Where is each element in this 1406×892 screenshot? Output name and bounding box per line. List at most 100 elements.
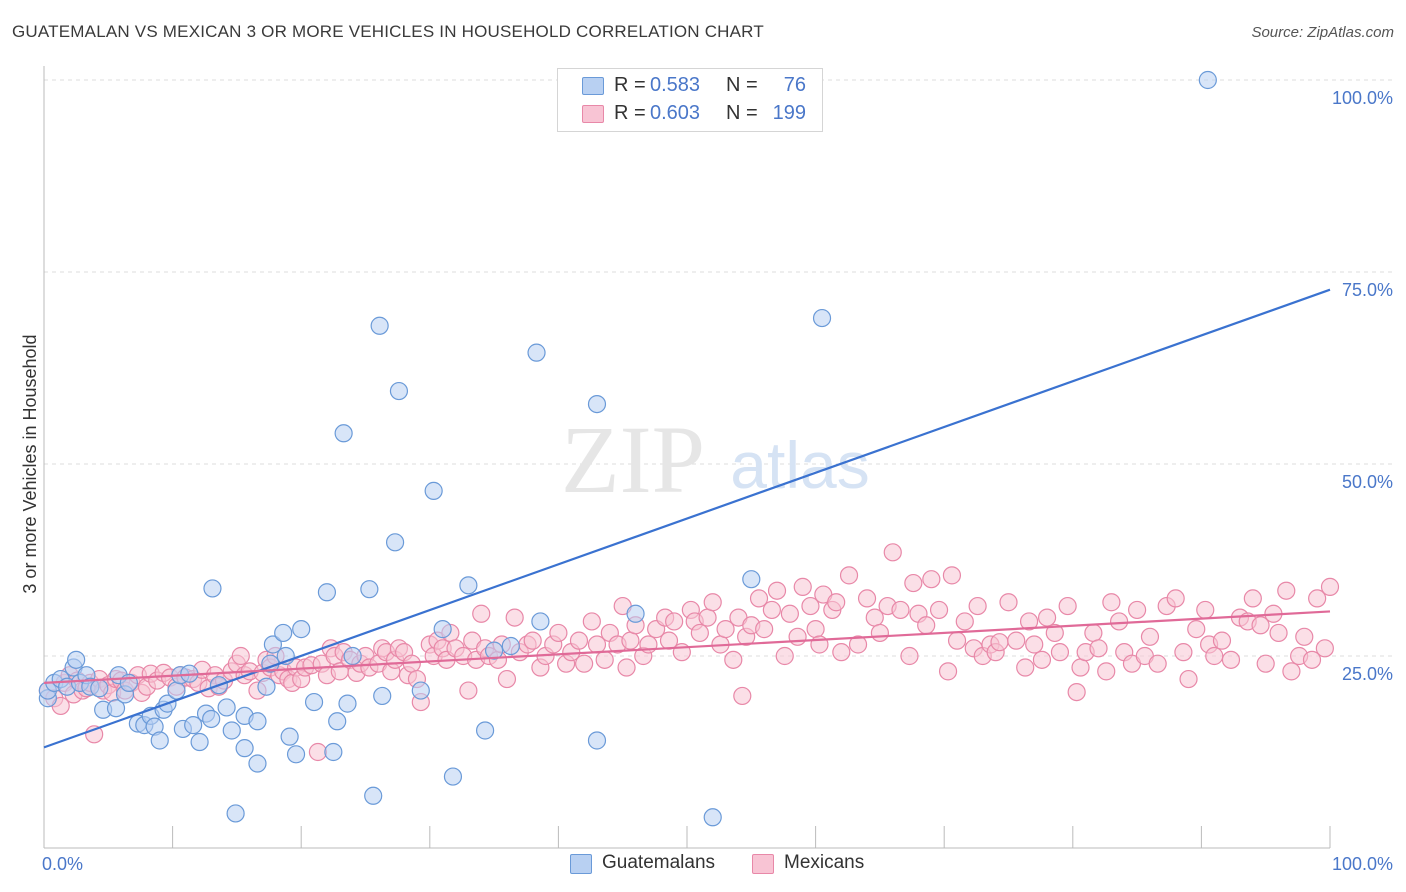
mexican-point xyxy=(1277,581,1296,600)
guatemalan-point xyxy=(364,786,383,805)
mexican-point xyxy=(891,600,910,620)
mexican-point xyxy=(1205,646,1224,666)
mexican-point xyxy=(1295,627,1314,646)
mexican-point xyxy=(1174,643,1193,662)
mexican-point xyxy=(472,604,491,623)
guatemalan-point xyxy=(286,745,306,764)
x-tick-label: 0.0% xyxy=(42,854,83,874)
source-label: Source: ZipAtlas.com xyxy=(1251,24,1394,41)
mexican-point xyxy=(1179,669,1198,689)
mexican-point xyxy=(1320,577,1340,596)
mexican-point xyxy=(1251,616,1270,635)
n-label: N = xyxy=(726,74,758,96)
mexican-point xyxy=(716,620,735,639)
guatemalan-swatch xyxy=(582,77,604,95)
guatemalan-point xyxy=(217,698,236,717)
mexican-point xyxy=(1097,662,1116,681)
guatemalan-point xyxy=(90,679,109,698)
guatemalan-point xyxy=(248,754,267,773)
stats-legend: R = 0.583 N = 76 R = 0.603 N = 199 xyxy=(557,68,823,132)
mexican-point xyxy=(793,577,812,596)
guatemalan-point xyxy=(626,604,645,623)
mexican-point xyxy=(523,631,542,650)
guatemalan-point xyxy=(443,767,463,786)
mexican-point xyxy=(968,596,987,616)
mexican-point xyxy=(1007,631,1026,650)
mexican-point xyxy=(922,570,941,589)
mexican-point xyxy=(1025,635,1044,654)
guatemalan-point xyxy=(527,343,546,362)
mexican-point xyxy=(832,643,851,662)
mexican-point xyxy=(575,654,594,673)
mexican-point xyxy=(1127,600,1147,620)
guatemalan-point xyxy=(373,686,392,706)
guatemalan-point xyxy=(433,620,452,639)
mexican-point xyxy=(857,589,877,608)
guatemalan-point xyxy=(202,709,221,729)
guatemalan-point xyxy=(475,721,495,740)
x-tick-label: 100.0% xyxy=(1332,854,1393,874)
guatemalan-point xyxy=(328,712,347,731)
mexican-point xyxy=(569,631,589,650)
mexican-point xyxy=(308,742,328,762)
mexican-point xyxy=(1302,650,1322,669)
mexican-swatch xyxy=(752,854,774,874)
guatemalan-point xyxy=(370,316,389,335)
mexican-point xyxy=(1282,662,1301,681)
mexican-point xyxy=(595,650,614,669)
mexican-point xyxy=(690,623,709,643)
mexican-point xyxy=(938,662,958,681)
mexican-point xyxy=(1308,589,1327,608)
mexican-point xyxy=(1071,658,1090,677)
legend-label: Mexicans xyxy=(784,852,865,873)
mexican-point xyxy=(1166,589,1185,608)
guatemalan-point xyxy=(424,481,443,500)
mexican-point xyxy=(1032,650,1052,669)
guatemalan-trend-line xyxy=(43,288,1331,749)
mexican-point xyxy=(1187,620,1206,639)
axes-layer xyxy=(43,66,1331,849)
mexican-point xyxy=(788,627,807,646)
mexican-point xyxy=(1019,612,1039,631)
mexican-point xyxy=(1315,639,1334,658)
guatemalan-point xyxy=(1198,70,1217,90)
guatemalan-point xyxy=(184,716,203,735)
mexican-point xyxy=(848,635,868,654)
guatemalan-point xyxy=(280,727,299,746)
mexican-point xyxy=(1196,600,1215,620)
guatemalan-point xyxy=(531,612,550,631)
guatemalan-point xyxy=(334,424,353,443)
mexican-point xyxy=(1058,596,1077,616)
mexican-point xyxy=(883,543,902,562)
mexican-point xyxy=(749,589,769,608)
trend-layer xyxy=(43,288,1331,749)
y-axis-label: 3 or more Vehicles in Household xyxy=(20,334,40,593)
guatemalan-point xyxy=(385,533,405,552)
n-label: N = xyxy=(726,102,758,124)
mexican-point xyxy=(698,608,717,627)
guatemalan-point xyxy=(703,808,722,827)
mexican-point xyxy=(942,566,962,585)
mexican-point xyxy=(665,612,684,631)
guatemalan-point xyxy=(167,681,186,700)
watermark: ZIP atlas xyxy=(561,406,870,513)
mexican-point xyxy=(703,593,722,612)
guatemalan-point xyxy=(501,636,520,656)
n-value: 199 xyxy=(772,102,806,124)
mexican-point xyxy=(917,616,936,635)
n-value: 76 xyxy=(783,74,806,96)
mexican-point xyxy=(947,631,967,650)
guatemalan-point xyxy=(459,576,478,595)
mexican-point xyxy=(762,600,781,620)
mexican-point xyxy=(621,631,640,650)
guatemalan-point xyxy=(67,650,86,669)
mexican-point xyxy=(955,612,974,631)
guatemalan-point xyxy=(324,742,343,762)
guatemalan-point xyxy=(257,677,276,696)
guatemalan-point xyxy=(304,692,324,712)
mexican-swatch xyxy=(582,105,604,123)
y-tick-label: 100.0% xyxy=(1332,88,1393,108)
r-label: R = xyxy=(614,74,646,96)
mexican-point xyxy=(1256,654,1275,673)
